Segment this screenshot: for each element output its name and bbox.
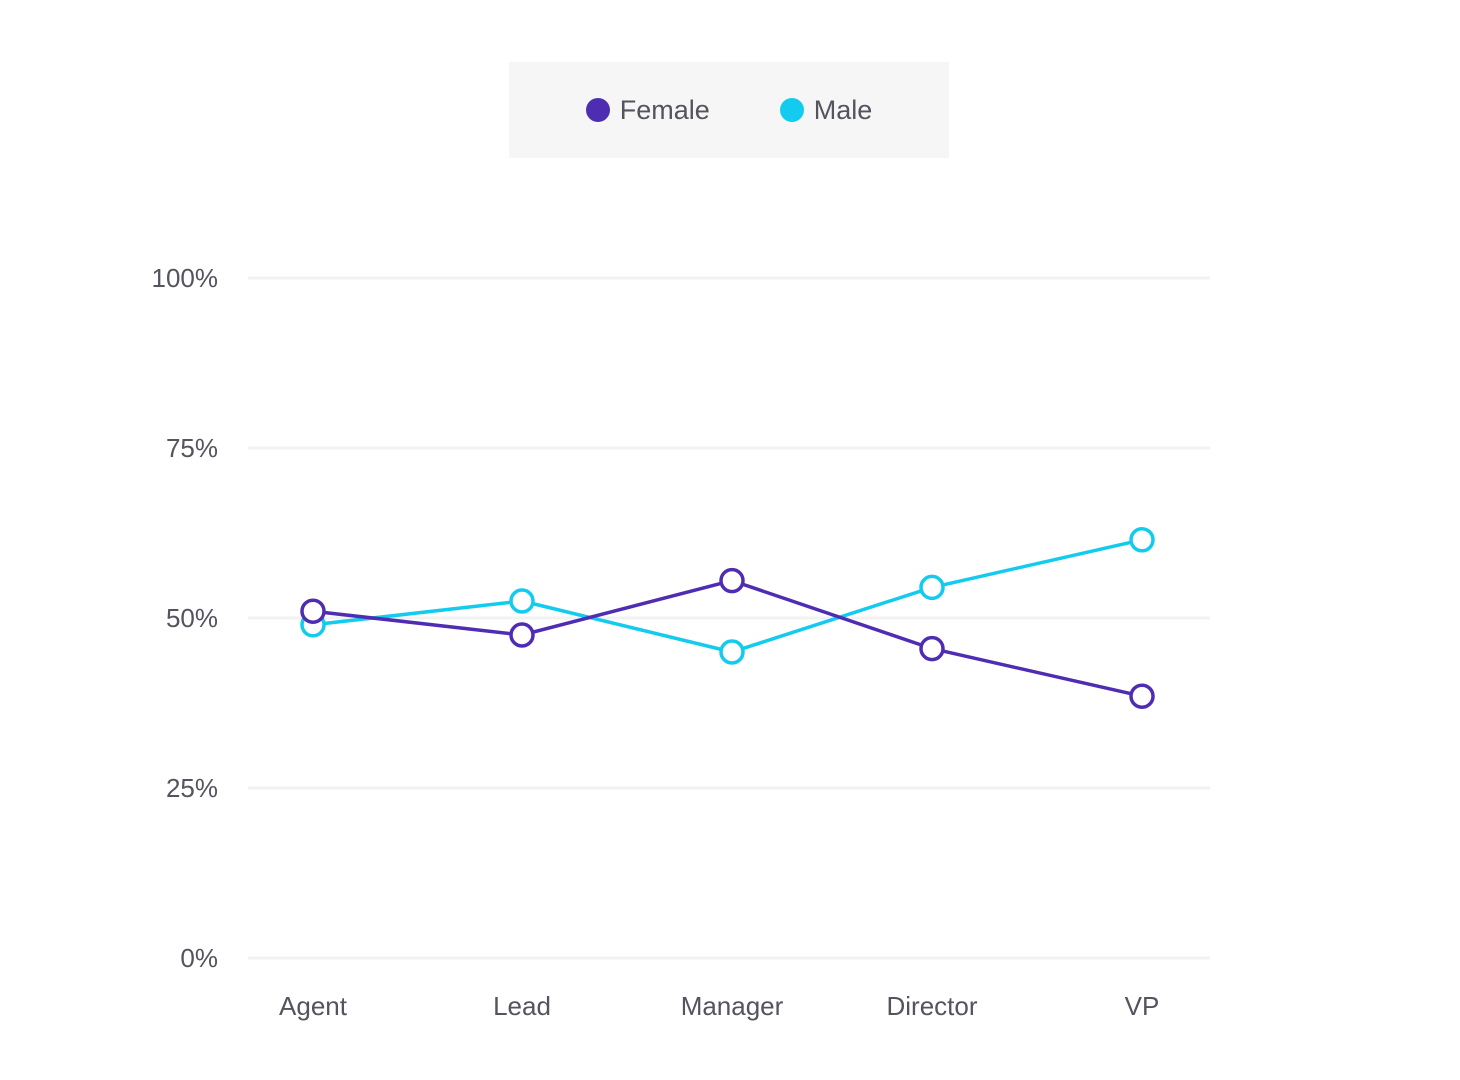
x-tick-label: Manager xyxy=(681,991,784,1021)
legend-label-male: Male xyxy=(813,94,873,125)
data-point-male[interactable] xyxy=(1129,527,1155,553)
data-point-female[interactable] xyxy=(300,598,326,624)
y-tick-label: 100% xyxy=(152,263,219,293)
y-tick-label: 0% xyxy=(180,943,218,973)
legend-swatch-male xyxy=(779,98,804,122)
series-points xyxy=(300,527,1155,709)
legend-item-female[interactable]: Female xyxy=(585,94,710,126)
x-tick-label: VP xyxy=(1125,991,1160,1021)
legend: Female Male xyxy=(509,62,949,158)
data-point-male[interactable] xyxy=(919,574,945,601)
y-tick-label: 75% xyxy=(166,433,218,463)
series-line-male xyxy=(312,538,1143,654)
x-tick-label: Director xyxy=(886,991,977,1021)
data-point-female[interactable] xyxy=(1129,683,1155,709)
y-axis-ticks: 0% 25% 50% 75% 100% xyxy=(152,263,219,973)
legend-label-female: Female xyxy=(619,94,710,125)
x-axis-ticks: Agent Lead Manager Director VP xyxy=(279,991,1159,1021)
legend-swatch-female xyxy=(585,98,610,122)
y-tick-label: 50% xyxy=(166,603,218,633)
data-point-female[interactable] xyxy=(919,635,945,662)
legend-item-male[interactable]: Male xyxy=(779,94,873,126)
data-point-male[interactable] xyxy=(509,588,535,614)
y-tick-label: 25% xyxy=(166,773,218,803)
x-tick-label: Lead xyxy=(493,991,551,1021)
data-point-female[interactable] xyxy=(509,622,535,648)
grid xyxy=(248,276,1210,960)
data-point-female[interactable] xyxy=(719,567,745,594)
data-point-male[interactable] xyxy=(719,639,745,665)
x-tick-label: Agent xyxy=(279,991,348,1021)
series-line-female xyxy=(312,578,1143,698)
